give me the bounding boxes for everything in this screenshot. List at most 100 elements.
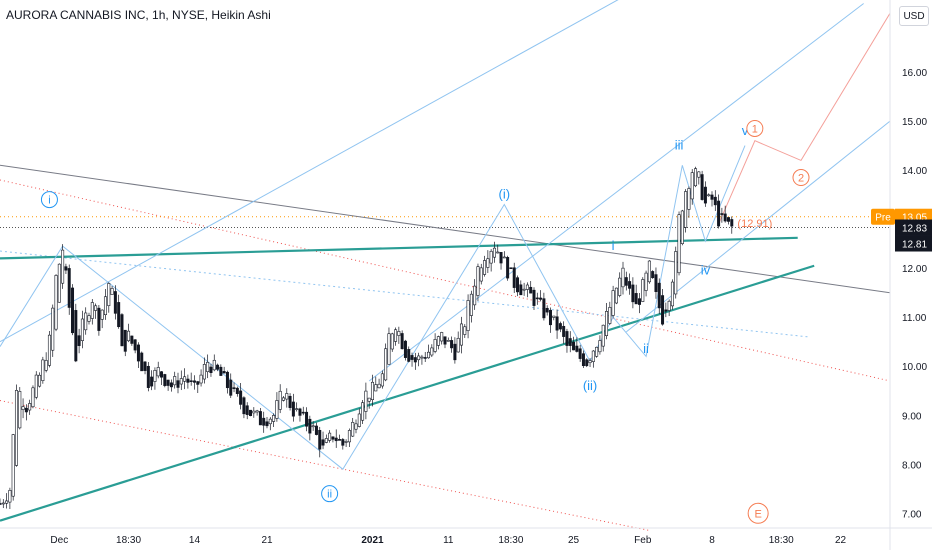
candle-body: [295, 408, 299, 410]
candle-body: [265, 421, 269, 427]
candle-body: [130, 335, 134, 344]
candle-body: [374, 384, 378, 392]
candle-body: [113, 291, 117, 314]
candle-body: [433, 339, 437, 352]
candle-body: [8, 490, 12, 503]
wave-label: (ii): [583, 378, 597, 393]
candle-body: [222, 371, 226, 374]
candle-body: [51, 307, 55, 351]
candle-body: [367, 397, 371, 402]
price-tick-label: 8.00: [902, 460, 922, 471]
candle-body: [519, 284, 523, 296]
candle-body: [384, 348, 388, 381]
candle-body: [674, 251, 678, 295]
currency-badge[interactable]: USD: [899, 6, 929, 26]
teal-support-line: [0, 264, 815, 522]
candle-body: [661, 295, 665, 325]
candle-body: [667, 300, 671, 311]
candle-body: [565, 331, 569, 346]
candle-body: [499, 252, 503, 264]
candle-body: [18, 391, 22, 429]
candle-body: [216, 364, 220, 370]
candle-body: [84, 312, 88, 331]
candle-body: [87, 315, 91, 322]
candle-body: [334, 437, 338, 442]
candle-body: [229, 379, 233, 396]
candle-body: [232, 387, 236, 389]
candle-body: [677, 214, 681, 274]
candle-body: [555, 316, 559, 331]
candle-body: [730, 219, 734, 227]
candle-body: [255, 410, 259, 413]
candle-body: [611, 290, 615, 316]
candle-body: [562, 325, 566, 337]
candle-body: [618, 277, 622, 296]
wave-label: E: [754, 508, 761, 520]
candle-body: [107, 283, 111, 307]
candle-body: [239, 390, 243, 405]
candle-body: [539, 297, 543, 300]
candle-body: [199, 374, 203, 384]
candle-body: [252, 410, 256, 414]
candle-body: [206, 361, 210, 373]
candle-body: [443, 336, 447, 345]
candle-body: [44, 360, 48, 371]
candle-body: [370, 381, 374, 400]
candle-body: [288, 395, 292, 408]
candle-body: [28, 403, 32, 411]
candle-body: [31, 387, 35, 408]
wave-label-circle: [746, 119, 764, 137]
wave-projection-path: [718, 13, 891, 225]
candle-body: [34, 374, 38, 398]
candle-body: [219, 366, 223, 376]
candle-body: [694, 168, 698, 187]
candle-body: [281, 397, 285, 401]
candle-body: [305, 411, 309, 427]
candle-body: [380, 373, 384, 387]
candle-body: [364, 390, 368, 412]
time-axis[interactable]: Dec 18:30 14 21 2021 11 18:30 25 Feb 8 18:30 22: [0, 527, 932, 546]
candle-body: [654, 274, 658, 292]
wave-label: i: [48, 195, 50, 207]
candle-body: [417, 355, 421, 361]
candle-body: [163, 374, 167, 386]
price-badge-text: 13.05: [902, 213, 927, 224]
candle-body: [664, 309, 668, 312]
candle-body: [496, 251, 500, 254]
candle-body: [308, 418, 312, 434]
candle-body: [427, 351, 431, 359]
candle-body: [14, 390, 18, 466]
teal-resistance-line: [0, 236, 798, 260]
candle-body: [301, 411, 305, 414]
candle-body: [476, 266, 480, 296]
candle-body: [637, 298, 641, 305]
candle-body: [522, 288, 526, 291]
price-badge: [895, 235, 932, 252]
time-tick-label: Dec: [50, 535, 68, 546]
wave-label: ii: [643, 341, 649, 356]
price-axis[interactable]: 7.008.009.0010.0011.0012.0013.0014.0015.…: [871, 0, 932, 550]
candle-body: [136, 344, 140, 362]
candle-body: [80, 318, 84, 341]
candle-body: [469, 293, 473, 316]
candle-body: [5, 500, 9, 504]
candle-body: [189, 380, 193, 383]
time-tick-label: 22: [835, 535, 847, 546]
price-tick-label: 11.00: [902, 313, 927, 324]
candle-body: [61, 249, 65, 284]
candle-body: [525, 284, 529, 290]
candle-body: [344, 441, 348, 443]
candle-body: [77, 335, 81, 346]
candle-body: [684, 191, 688, 228]
price-tick-label: 16.00: [902, 68, 927, 79]
candle-body: [338, 439, 342, 441]
candle-body: [703, 186, 707, 204]
candle-body: [268, 418, 272, 425]
candle-body: [110, 288, 114, 295]
candle-body: [502, 256, 506, 259]
candle-body: [298, 408, 302, 416]
candle-body: [628, 281, 632, 289]
candle-body: [413, 357, 417, 363]
